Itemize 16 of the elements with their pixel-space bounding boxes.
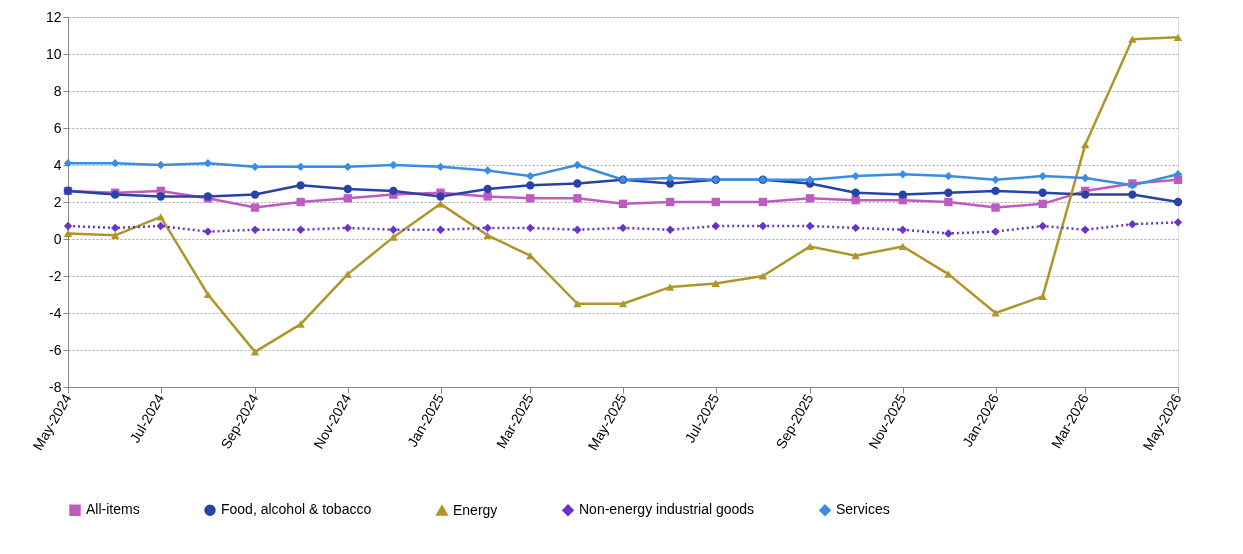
y-tick-label: -6 [49,341,62,358]
y-tick-label: 8 [53,82,62,99]
y-tick-label: 6 [53,119,62,136]
y-tick-label: 2 [53,193,62,210]
legend-label: Non-energy industrial goods [579,501,755,518]
y-tick-label: -4 [49,304,62,321]
y-tick-label: 0 [53,230,62,247]
y-tick-label: 12 [45,8,62,25]
legend-label: Food, alcohol & tobacco [221,501,372,518]
y-tick-label: -2 [49,267,62,284]
y-tick-label: 10 [45,45,62,62]
y-tick-label: -8 [49,378,62,395]
y-tick-label: 4 [53,156,62,173]
legend-label: Services [836,501,890,518]
legend-label: Energy [453,501,498,518]
legend-label: All-items [86,501,140,518]
